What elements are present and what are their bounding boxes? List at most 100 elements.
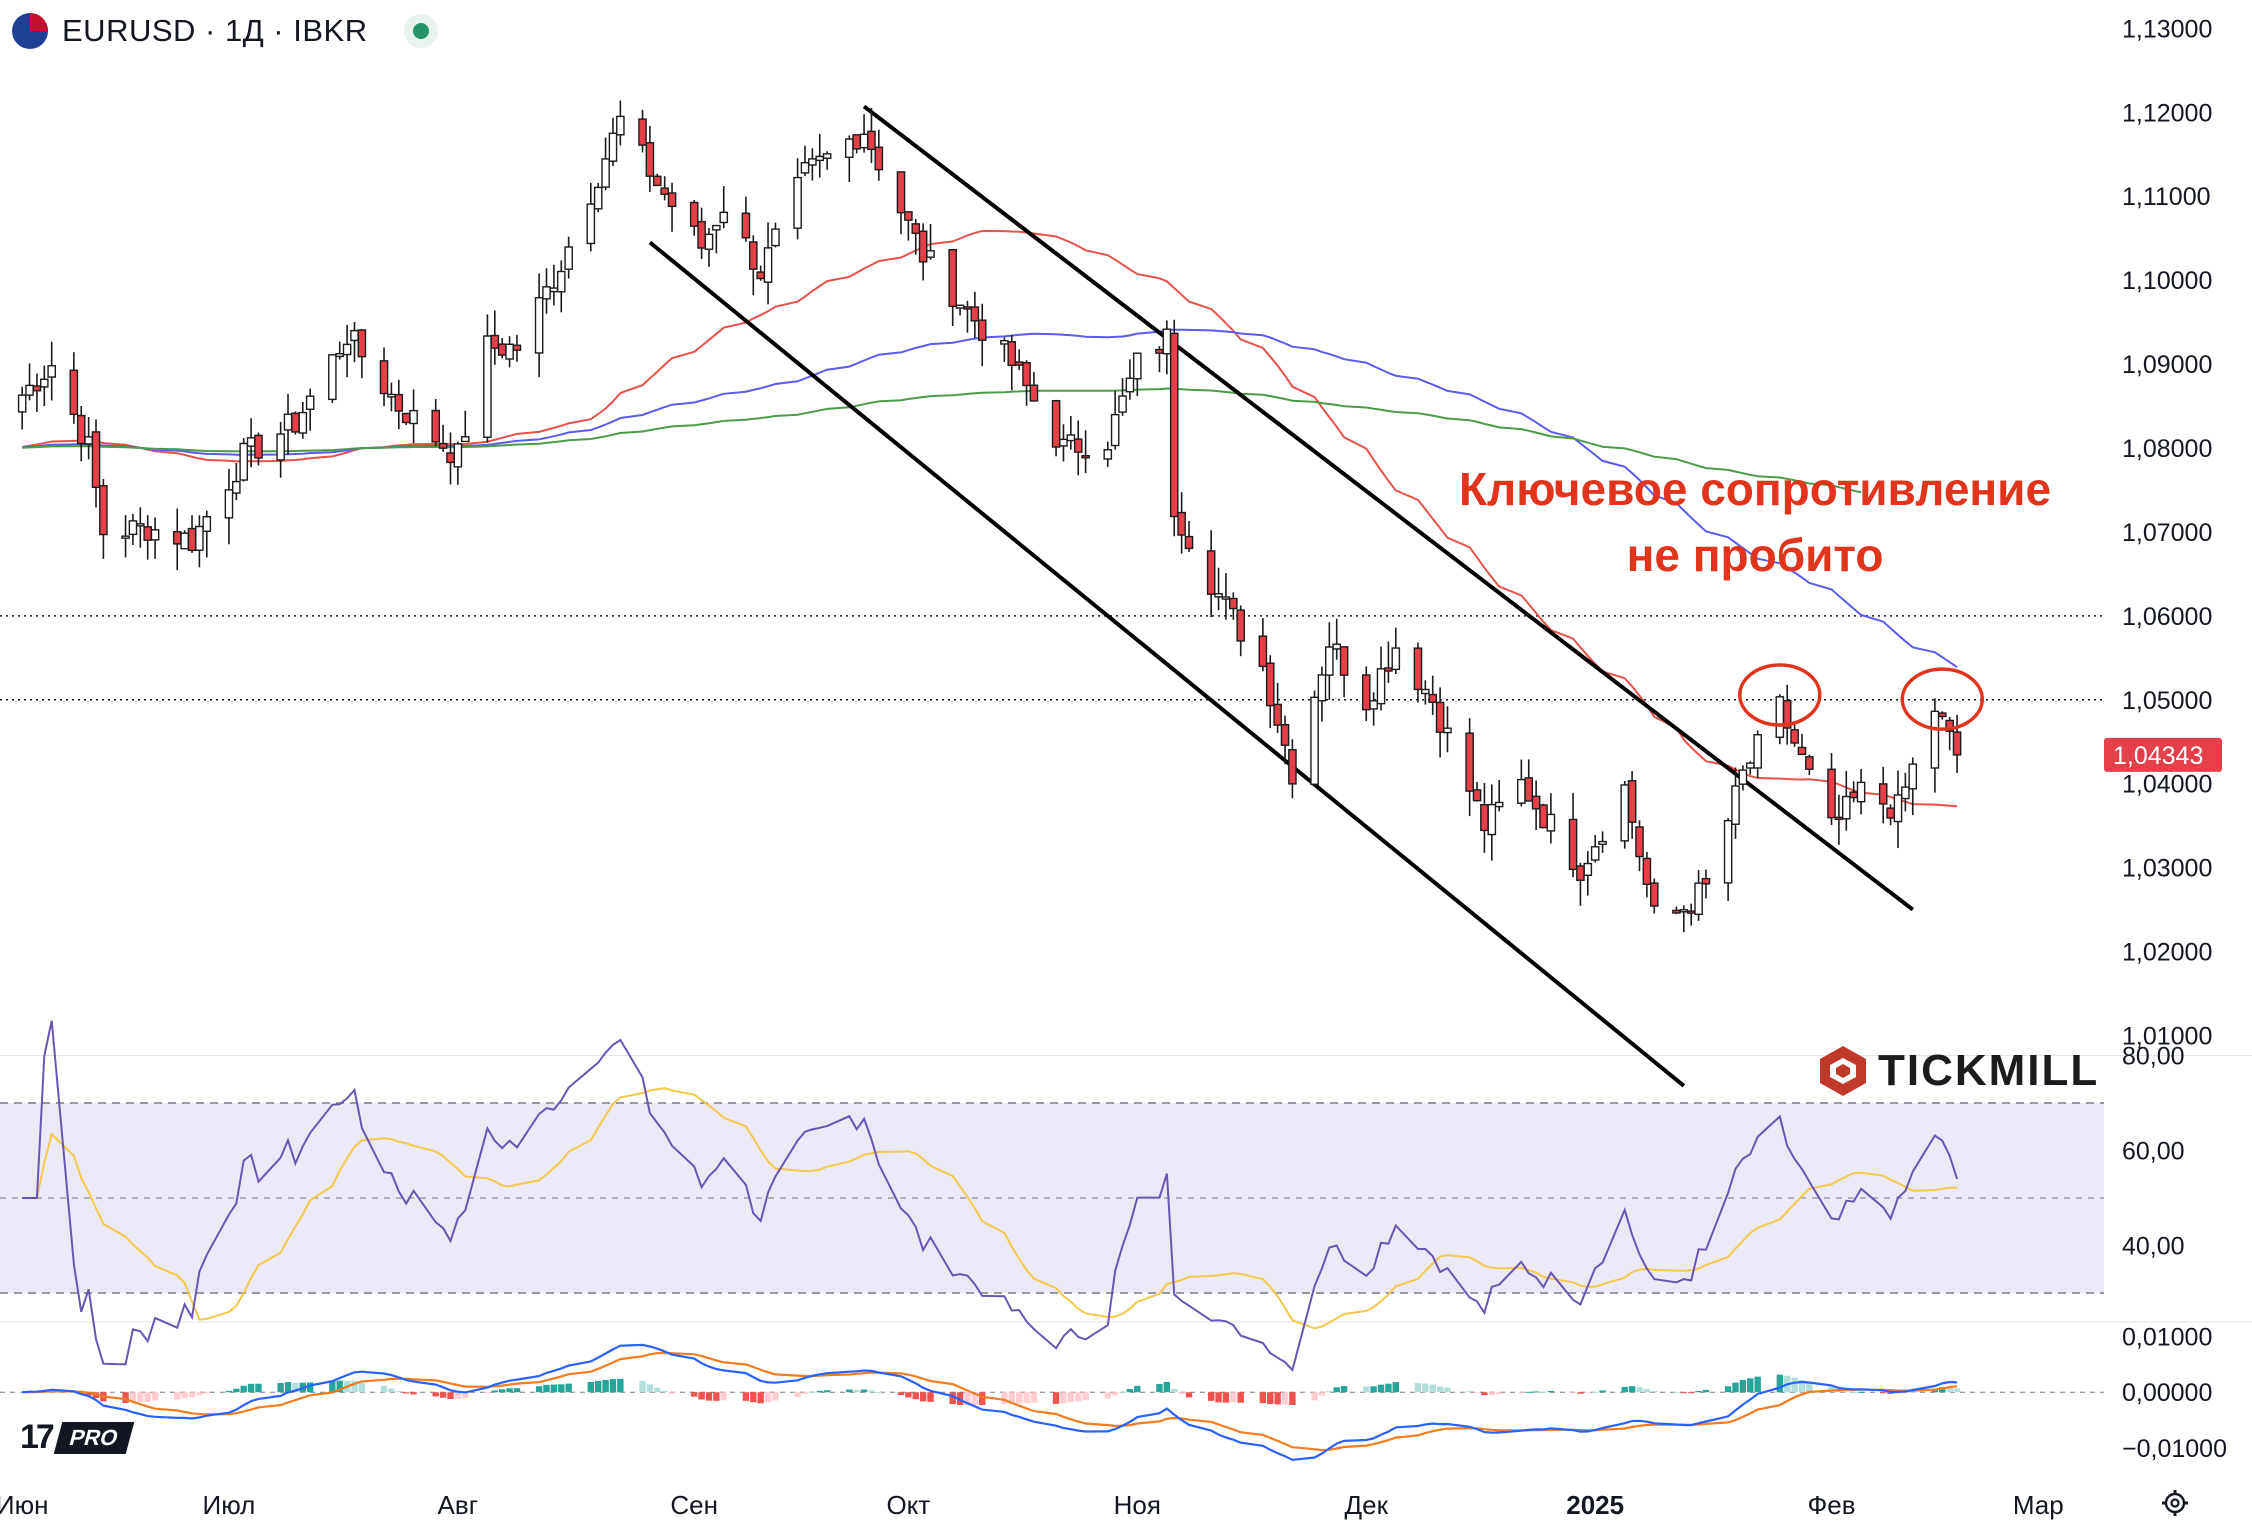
candle-up	[1369, 700, 1378, 710]
macd-hist-down	[1577, 1392, 1584, 1394]
macd-hist-up	[1422, 1383, 1429, 1393]
candle-down	[1236, 609, 1246, 642]
macd-axis-label: −0,01000	[2122, 1435, 2227, 1463]
candle-down	[689, 201, 699, 227]
candle-down	[1280, 724, 1290, 746]
candle-down	[1428, 693, 1438, 703]
candle-down	[918, 230, 928, 263]
candle-up	[793, 176, 802, 229]
candle-down	[1184, 535, 1194, 550]
channel-upper-line	[862, 104, 1914, 912]
macd-hist-down	[203, 1392, 210, 1394]
macd-hist-down	[144, 1392, 151, 1402]
candle-down	[874, 146, 884, 171]
macd-hist-up	[1156, 1383, 1163, 1393]
macd-hist-up	[1547, 1390, 1555, 1393]
candle-down	[172, 531, 182, 545]
market-status-icon[interactable]	[403, 14, 438, 48]
macd-hist-up	[233, 1388, 240, 1393]
macd-hist-up	[1326, 1390, 1333, 1393]
candle-down	[1635, 826, 1644, 858]
macd-hist-up	[1370, 1386, 1377, 1393]
macd-signal-line	[22, 1351, 1958, 1452]
candle-up	[1110, 413, 1120, 447]
symbol-title[interactable]: EURUSD · 1Д · IBKR	[62, 13, 368, 48]
candle-up	[859, 133, 869, 149]
candle-up	[25, 384, 34, 396]
candle-up	[1598, 840, 1607, 845]
candle-down	[852, 134, 861, 150]
macd-hist-up	[609, 1379, 617, 1393]
candle-down	[963, 306, 972, 310]
channel-lower-line	[648, 240, 1686, 1088]
macd-hist-up	[1363, 1386, 1370, 1393]
candle-down	[1265, 662, 1275, 707]
candle-down	[748, 241, 758, 270]
candle-up	[409, 409, 418, 425]
time-axis-label: Мар	[2013, 1490, 2064, 1520]
macd-hist-down	[905, 1392, 912, 1398]
candle-up	[704, 233, 714, 250]
settings-gear-icon[interactable]	[2160, 1488, 2190, 1518]
macd-hist-down	[720, 1392, 727, 1401]
macd-hist-down	[1289, 1392, 1296, 1405]
candle-up	[800, 162, 810, 174]
candle-down	[896, 171, 906, 214]
candle-up	[844, 138, 854, 158]
candle-down	[1051, 399, 1061, 448]
macd-hist-down	[1518, 1392, 1525, 1394]
macd-hist-down	[454, 1392, 462, 1399]
macd-hist-down	[1688, 1392, 1695, 1394]
macd-hist-up	[1939, 1387, 1946, 1393]
price-axis-label: 1,11000	[2122, 183, 2211, 211]
candle-up	[771, 228, 780, 247]
candle-down	[1627, 780, 1637, 823]
macd-hist-up	[1695, 1391, 1702, 1393]
rsi-ma-line	[22, 1087, 1958, 1330]
time-axis-label: 2025	[1566, 1490, 1624, 1520]
macd-axis-label: 0,01000	[2122, 1324, 2212, 1352]
candle-up	[460, 436, 470, 443]
time-axis-label: Ноя	[1114, 1490, 1161, 1520]
macd-hist-up	[380, 1385, 388, 1393]
macd-hist-up	[388, 1388, 395, 1393]
macd-hist-up	[358, 1382, 366, 1393]
candle-up	[387, 393, 396, 398]
macd-hist-down	[1281, 1392, 1289, 1405]
macd-hist-up	[868, 1390, 875, 1393]
macd-axis-label: 0,00000	[2122, 1379, 2212, 1407]
candle-down	[1790, 729, 1799, 744]
macd-hist-up	[18, 1392, 26, 1394]
candle-down	[667, 192, 677, 208]
candle-down	[1206, 550, 1216, 595]
macd-hist-up	[1739, 1379, 1747, 1393]
candle-up	[1391, 647, 1401, 671]
macd-hist-up	[558, 1384, 565, 1393]
candle-down	[1073, 438, 1083, 453]
candle-down	[1022, 361, 1031, 387]
macd-hist-down	[1185, 1392, 1193, 1398]
resistance-circle	[1900, 667, 1985, 731]
candle-down	[645, 142, 655, 177]
candle-up	[1930, 710, 1940, 769]
macd-hist-up	[395, 1391, 402, 1393]
candle-up	[1162, 328, 1172, 355]
macd-hist-up	[1119, 1392, 1126, 1394]
macd-hist-up	[1429, 1384, 1436, 1393]
macd-hist-down	[1495, 1392, 1503, 1395]
price-axis-label: 1,02000	[2122, 939, 2212, 967]
candle-down	[91, 431, 101, 489]
macd-hist-down	[971, 1392, 979, 1405]
candle-down	[911, 223, 921, 235]
macd-hist-up	[1732, 1382, 1739, 1393]
macd-hist-up	[1377, 1384, 1385, 1393]
candle-down	[867, 130, 876, 151]
candle-up	[1546, 813, 1556, 832]
candle-down	[1672, 909, 1681, 914]
candle-down	[1258, 635, 1268, 668]
tradingview-logo[interactable]: 17 PRO	[20, 1418, 134, 1457]
macd-hist-up	[1791, 1377, 1798, 1393]
macd-hist-up	[1747, 1378, 1754, 1393]
rsi-axis-label: 60,00	[2122, 1138, 2185, 1166]
